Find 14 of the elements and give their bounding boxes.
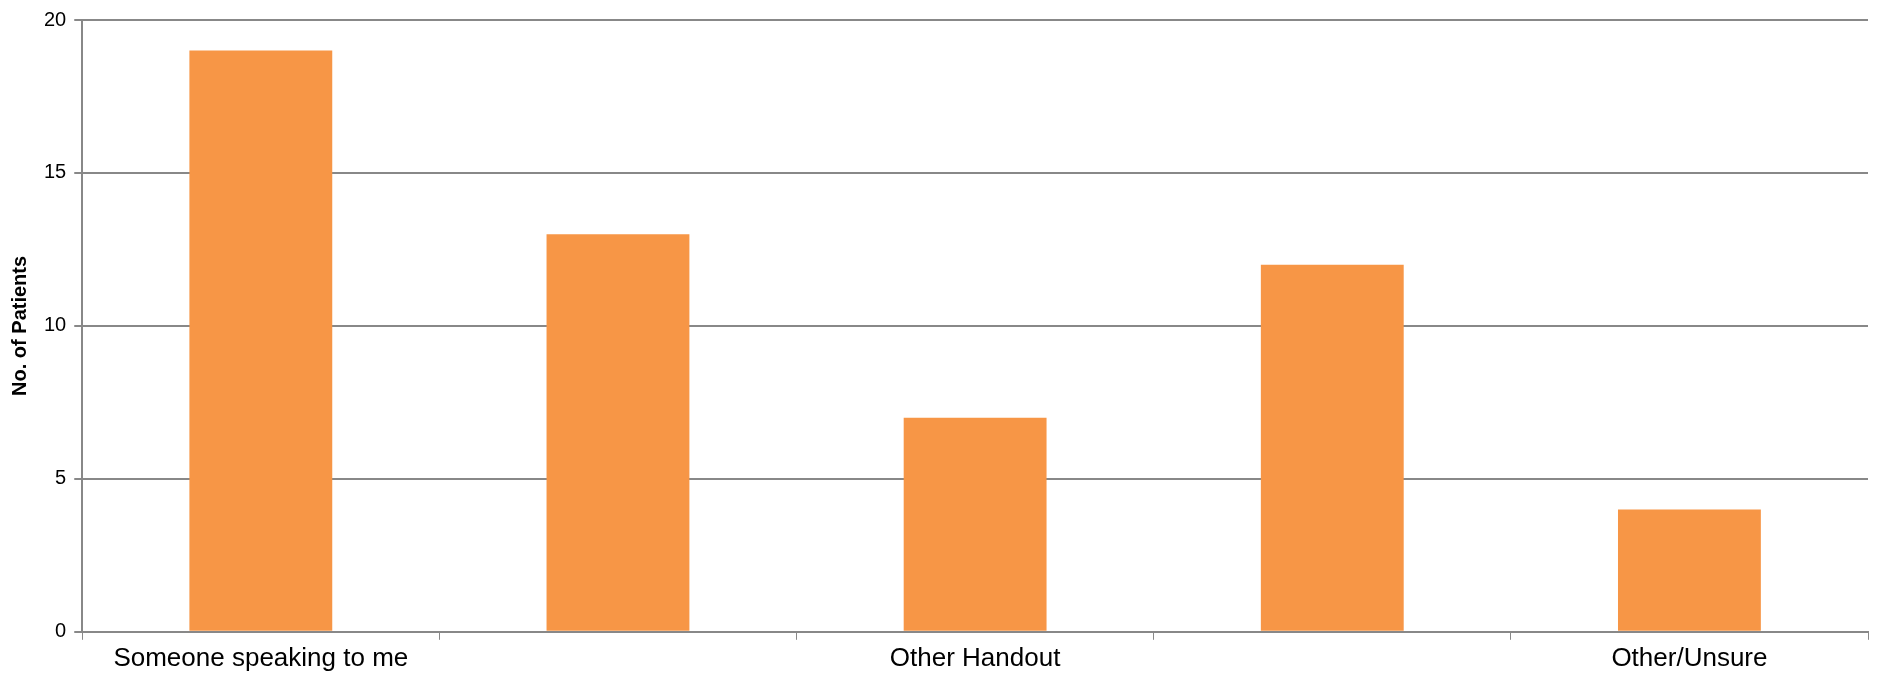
- x-tick-label: Other/Unsure: [1611, 641, 1768, 672]
- y-tick-label: 15: [44, 160, 67, 183]
- x-tick-label: Other Handout: [889, 641, 1062, 672]
- bar: [1617, 509, 1761, 631]
- y-axis-title: No. of Patients: [7, 255, 30, 396]
- y-tick-label: 5: [55, 466, 67, 489]
- bar: [1260, 264, 1404, 631]
- y-tick-label: 0: [55, 619, 67, 642]
- bar: [546, 234, 690, 631]
- y-tick-label: 20: [44, 7, 67, 30]
- bar: [189, 50, 333, 631]
- bar: [903, 417, 1047, 631]
- y-tick-label: 10: [44, 313, 67, 336]
- x-tick-label: Someone speaking to me: [113, 641, 409, 672]
